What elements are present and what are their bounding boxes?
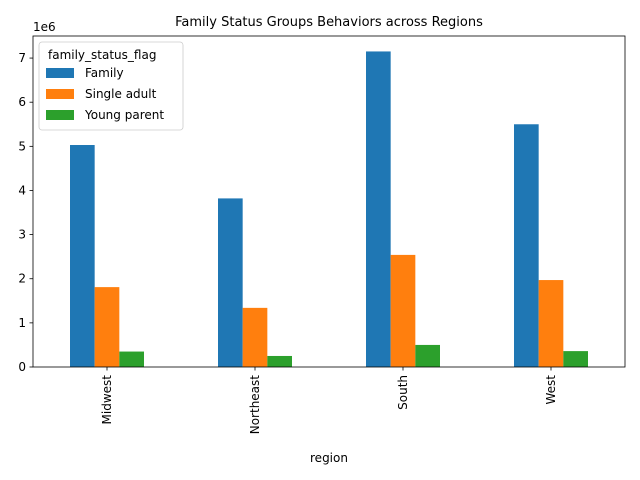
- x-tick-label: South: [396, 375, 410, 410]
- bar-family-northeast: [218, 198, 243, 367]
- x-tick-label: Midwest: [100, 375, 114, 425]
- y-tick-label: 6: [18, 95, 26, 109]
- legend-box: [38, 41, 184, 131]
- bar-young-parent-south: [415, 344, 440, 367]
- legend-swatch: [46, 110, 74, 120]
- plot-frame: [32, 35, 626, 368]
- bar-family-midwest: [70, 145, 95, 367]
- bar-single-adult-west: [538, 280, 564, 367]
- x-tick-label: Northeast: [248, 375, 262, 435]
- x-tick-label: West: [544, 375, 558, 405]
- bar-single-adult-northeast: [242, 307, 268, 367]
- bar-family-west: [514, 124, 539, 368]
- legend-swatch: [46, 68, 74, 78]
- legend: family_status_flag Family Single adult You…: [38, 41, 184, 131]
- bar-family-south: [366, 51, 391, 368]
- chart-title: Family Status Groups Behaviors across Re…: [175, 15, 483, 30]
- y-tick-label: 4: [18, 183, 26, 197]
- legend-swatch: [46, 89, 74, 99]
- y-axis-offset-label: 1e6: [33, 20, 56, 34]
- bar-young-parent-midwest: [119, 351, 144, 367]
- y-tick-label: 7: [18, 51, 26, 65]
- legend-title: family_status_flag: [48, 48, 156, 62]
- x-axis-label: region: [310, 451, 348, 465]
- legend-label: Single adult: [85, 87, 157, 101]
- legend-label: Young parent: [84, 108, 164, 122]
- y-tick-label: 1: [18, 316, 26, 330]
- bar-single-adult-midwest: [94, 287, 120, 367]
- y-tick-label: 3: [18, 228, 26, 242]
- bar-young-parent-northeast: [267, 355, 292, 367]
- legend-items: Family Single adult Young parent: [46, 66, 164, 122]
- bar-single-adult-south: [390, 254, 416, 367]
- y-tick-label: 2: [18, 272, 26, 286]
- bar-young-parent-west: [563, 351, 588, 367]
- y-tick-label: 5: [18, 139, 26, 153]
- y-tick-label: 0: [18, 360, 26, 374]
- bars-group: [70, 51, 588, 368]
- legend-label: Family: [85, 66, 124, 80]
- x-axis: Midwest Northeast South West: [100, 367, 558, 434]
- y-axis: 0 1 2 3 4 5 6 7: [18, 51, 33, 374]
